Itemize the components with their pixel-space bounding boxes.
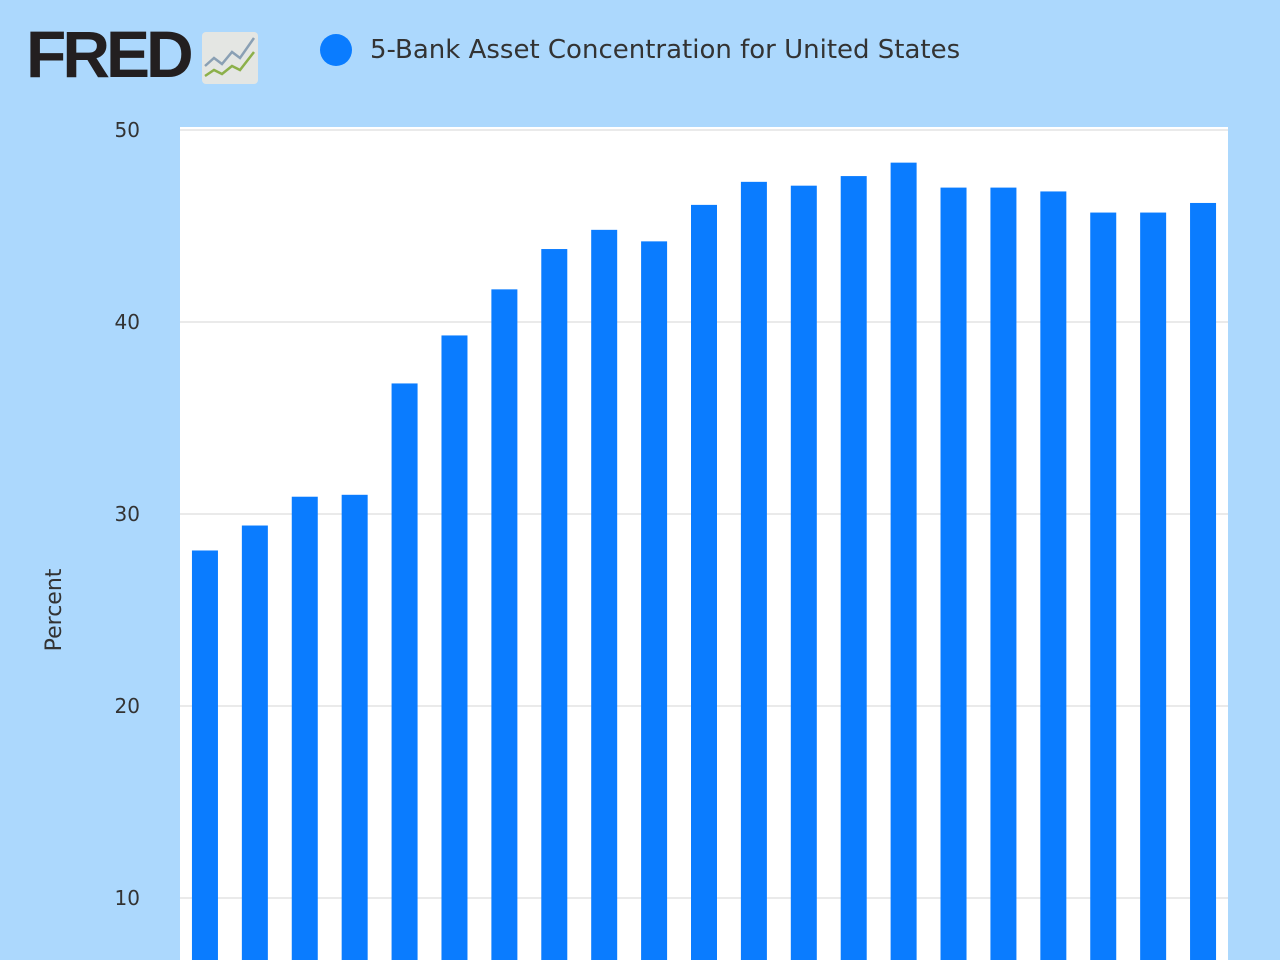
bar (441, 335, 468, 960)
legend: 5-Bank Asset Concentration for United St… (320, 34, 960, 66)
bar (241, 525, 268, 960)
bar (641, 241, 668, 960)
line-graph-icon (201, 32, 258, 84)
y-tick-label: 20 (115, 694, 140, 718)
y-axis-label: Percent (42, 568, 67, 651)
bar (691, 204, 717, 960)
bar (990, 187, 1017, 960)
y-tick-label: 50 (115, 118, 140, 142)
bar (940, 187, 967, 960)
legend-label: 5-Bank Asset Concentration for United St… (370, 35, 961, 65)
bar (541, 249, 568, 960)
bar (1190, 202, 1217, 960)
bar (1140, 212, 1167, 960)
bar (740, 181, 767, 960)
bar (591, 229, 618, 960)
y-tick-label: 40 (115, 310, 140, 334)
bar (840, 176, 867, 960)
bar (191, 550, 218, 960)
y-tick-label: 30 (115, 502, 140, 526)
bar (291, 496, 318, 960)
y-tick-label: 10 (115, 886, 140, 910)
fred-logo[interactable]: FRED (26, 17, 258, 91)
bar (491, 289, 518, 960)
bar (890, 162, 917, 960)
bar (790, 185, 817, 960)
bar (391, 383, 418, 960)
legend-marker (320, 34, 352, 66)
logo-text: FRED (26, 17, 194, 91)
bar (1040, 191, 1067, 960)
bar (341, 494, 368, 960)
bar (1090, 212, 1117, 960)
